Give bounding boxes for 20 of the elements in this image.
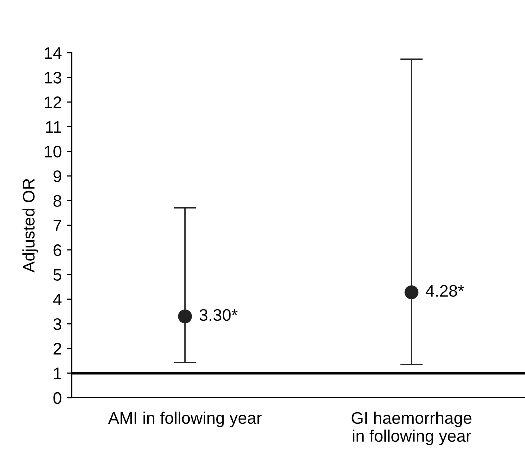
y-tick-label: 7 bbox=[54, 220, 62, 232]
y-tick-label: 14 bbox=[45, 48, 62, 60]
y-tick-label: 4 bbox=[53, 294, 62, 306]
y-tick-label: 9 bbox=[54, 170, 62, 182]
y-tick-label: 8 bbox=[54, 195, 62, 208]
y-tick-label: 3 bbox=[54, 318, 62, 330]
y-axis-title: Adjusted OR bbox=[22, 179, 38, 273]
y-tick-label: 6 bbox=[54, 244, 62, 256]
data-label: 3.30* bbox=[200, 309, 238, 322]
x-tick-label: AMI in following year bbox=[108, 412, 262, 428]
data-label: 4.28* bbox=[426, 285, 464, 298]
x-tick-label: GI haemorrhage in following year bbox=[352, 412, 472, 446]
y-tick-label: 11 bbox=[46, 122, 62, 133]
y-tick-label: 5 bbox=[54, 269, 62, 281]
y-tick-label: 12 bbox=[45, 96, 62, 108]
y-tick-label: 10 bbox=[45, 146, 62, 158]
y-tick-label: 1 bbox=[54, 368, 62, 380]
y-tick-label: 13 bbox=[45, 72, 62, 84]
y-tick-label: 2 bbox=[54, 343, 62, 355]
y-tick-label: 0 bbox=[54, 392, 62, 404]
